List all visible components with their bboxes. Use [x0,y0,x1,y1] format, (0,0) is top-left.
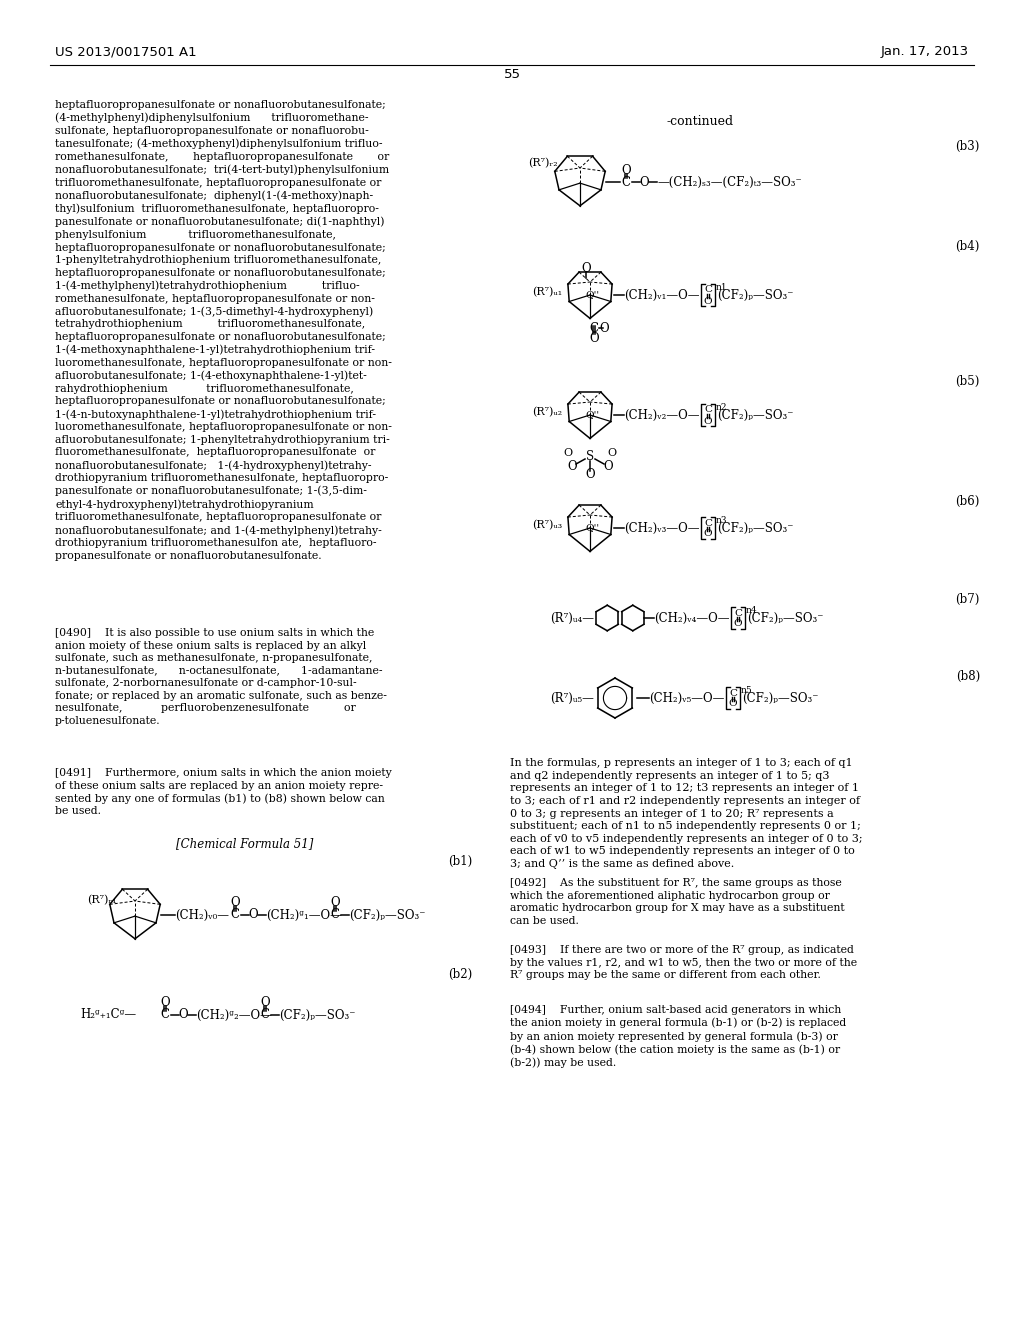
Text: (b7): (b7) [955,593,980,606]
Text: O: O [703,417,713,425]
Text: (R⁷)ᵤ₂: (R⁷)ᵤ₂ [532,407,562,417]
Text: C: C [705,519,712,528]
Text: H₂ᵍ₊₁Cᵍ—: H₂ᵍ₊₁Cᵍ— [80,1008,136,1022]
Text: C: C [331,908,340,921]
Text: O: O [160,995,170,1008]
Text: (CH₂)ᵥ₃—O—: (CH₂)ᵥ₃—O— [624,521,699,535]
Text: (CH₂)ᵥ₄—O—: (CH₂)ᵥ₄—O— [654,611,729,624]
Text: (b2): (b2) [447,968,472,981]
Text: —(CH₂)ₛ₃—(CF₂)ₜ₃—SO₃⁻: —(CH₂)ₛ₃—(CF₂)ₜ₃—SO₃⁻ [657,176,802,189]
Text: (b5): (b5) [955,375,980,388]
Text: S: S [586,450,594,463]
Text: Q'': Q'' [585,524,599,532]
Text: n2: n2 [716,403,727,412]
Text: C: C [622,176,631,189]
Text: (CF₂)ₚ—SO₃⁻: (CF₂)ₚ—SO₃⁻ [746,611,823,624]
Text: US 2013/0017501 A1: US 2013/0017501 A1 [55,45,197,58]
Text: C: C [729,689,737,697]
Text: [0492]    As the substituent for R⁷, the same groups as those
which the aforemen: [0492] As the substituent for R⁷, the sa… [510,878,845,925]
Text: (b1): (b1) [447,855,472,869]
Text: O: O [729,700,737,709]
Text: [0490]    It is also possible to use onium salts in which the
anion moiety of th: [0490] It is also possible to use onium … [55,628,387,726]
Text: (R⁷)ᵣ₁: (R⁷)ᵣ₁ [87,895,117,906]
Text: (CH₂)ᵥ₁—O—: (CH₂)ᵥ₁—O— [624,289,699,301]
Text: O: O [567,461,577,474]
Text: (R⁷)ᵤ₁: (R⁷)ᵤ₁ [532,286,562,297]
Text: (R⁷)ᵣ₂: (R⁷)ᵣ₂ [528,158,558,169]
Text: O: O [703,297,713,305]
Text: (b8): (b8) [955,671,980,682]
Text: (CH₂)ᵥ₂—O—: (CH₂)ᵥ₂—O— [624,408,699,421]
Text: (R⁷)ᵤ₅—: (R⁷)ᵤ₅— [550,692,594,705]
Text: (CF₂)ₚ—SO₃⁻: (CF₂)ₚ—SO₃⁻ [742,692,818,705]
Text: 55: 55 [504,69,520,82]
Text: (CF₂)ₚ—SO₃⁻: (CF₂)ₚ—SO₃⁻ [279,1008,355,1022]
Text: In the formulas, p represents an integer of 1 to 3; each of q1
and q2 independen: In the formulas, p represents an integer… [510,758,862,869]
Text: C: C [705,285,712,294]
Text: O: O [599,322,609,334]
Text: O: O [622,164,631,177]
Text: Jan. 17, 2013: Jan. 17, 2013 [881,45,969,58]
Text: (b3): (b3) [955,140,980,153]
Text: O: O [260,995,269,1008]
Text: C: C [230,908,240,921]
Text: O: O [585,469,595,482]
Text: (CH₂)ᵥ₀—: (CH₂)ᵥ₀— [175,908,229,921]
Text: (CH₂)ᵥ₅—O—: (CH₂)ᵥ₅—O— [649,692,724,705]
Text: O: O [589,331,599,345]
Text: n4: n4 [746,606,758,615]
Text: O: O [330,895,340,908]
Text: O: O [582,261,591,275]
Text: n1: n1 [716,282,728,292]
Text: O: O [607,447,616,458]
Text: O: O [733,619,742,628]
Text: [0491]    Furthermore, onium salts in which the anion moiety
of these onium salt: [0491] Furthermore, onium salts in which… [55,768,392,817]
Text: [0493]    If there are two or more of the R⁷ group, as indicated
by the values r: [0493] If there are two or more of the R… [510,945,857,981]
Text: (R⁷)ᵤ₄—: (R⁷)ᵤ₄— [550,611,594,624]
Text: (CF₂)ₚ—SO₃⁻: (CF₂)ₚ—SO₃⁻ [717,289,794,301]
Text: O: O [603,461,612,474]
Text: O: O [639,176,649,189]
Text: n3: n3 [716,516,727,525]
Text: C: C [705,405,712,414]
Text: O: O [248,908,258,921]
Text: (CF₂)ₚ—SO₃⁻: (CF₂)ₚ—SO₃⁻ [717,521,794,535]
Text: Q'': Q'' [585,290,599,300]
Text: O: O [703,529,713,539]
Text: (CH₂)ᵍ₁—O—: (CH₂)ᵍ₁—O— [266,908,342,921]
Text: (CF₂)ₚ—SO₃⁻: (CF₂)ₚ—SO₃⁻ [717,408,794,421]
Text: (R⁷)ᵤ₃: (R⁷)ᵤ₃ [532,520,562,531]
Text: (b6): (b6) [955,495,980,508]
Text: -continued: -continued [667,115,733,128]
Text: (CH₂)ᵍ₂—O—: (CH₂)ᵍ₂—O— [196,1008,272,1022]
Text: n5: n5 [741,686,753,696]
Text: C: C [590,322,598,334]
Text: O: O [563,447,572,458]
Text: (b4): (b4) [955,240,980,253]
Text: [Chemical Formula 51]: [Chemical Formula 51] [176,837,313,850]
Text: heptafluoropropanesulfonate or nonafluorobutanesulfonate;
(4-methylphenyl)diphen: heptafluoropropanesulfonate or nonafluor… [55,100,392,561]
Text: Q'': Q'' [585,411,599,420]
Text: O: O [178,1008,187,1022]
Text: (CF₂)ₚ—SO₃⁻: (CF₂)ₚ—SO₃⁻ [349,908,426,921]
Text: [0494]    Further, onium salt-based acid generators in which
the anion moiety in: [0494] Further, onium salt-based acid ge… [510,1005,846,1068]
Text: C: C [734,609,742,618]
Text: O: O [230,895,240,908]
Text: C: C [161,1008,170,1022]
Text: C: C [260,1008,269,1022]
